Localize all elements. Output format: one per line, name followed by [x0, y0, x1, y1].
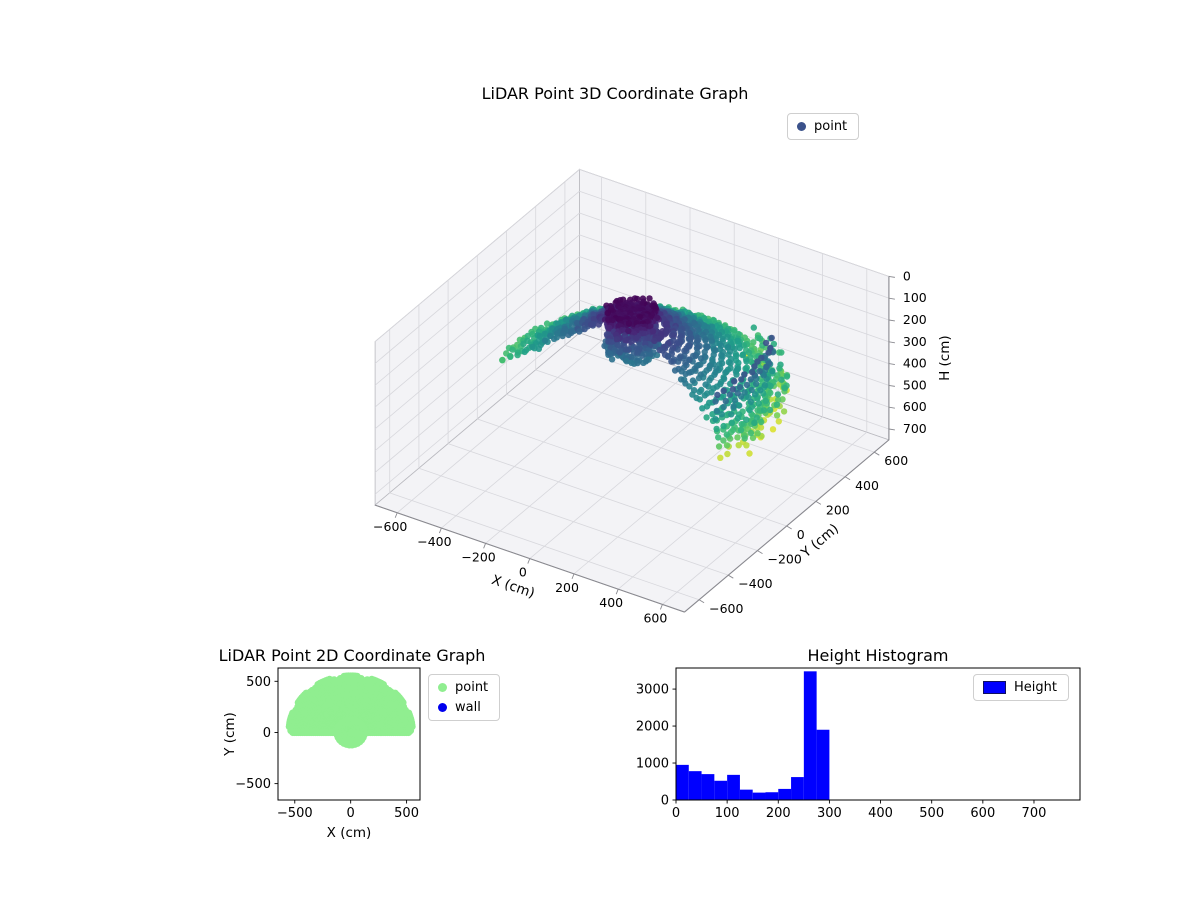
histogram-bar: [803, 671, 817, 800]
svg-text:−400: −400: [738, 576, 772, 591]
legend-label: point: [814, 119, 848, 134]
svg-text:−600: −600: [373, 519, 407, 534]
svg-text:400: 400: [599, 595, 623, 610]
chart2d-legend: point wall: [428, 674, 501, 721]
svg-text:400: 400: [903, 356, 927, 371]
histogram-bar: [778, 788, 792, 800]
point-cloud-3d: [499, 295, 791, 461]
svg-text:500: 500: [903, 377, 927, 392]
svg-text:0: 0: [903, 268, 911, 283]
svg-text:700: 700: [903, 421, 927, 436]
wall-marker-icon: [438, 703, 447, 712]
svg-text:600: 600: [903, 399, 927, 414]
histogram-bar: [701, 774, 715, 800]
svg-text:0: 0: [519, 565, 527, 580]
point-marker-icon: [797, 122, 806, 131]
svg-text:−200: −200: [461, 549, 495, 564]
histogram-bar: [688, 771, 702, 800]
chart2d-title: LiDAR Point 2D Coordinate Graph: [218, 646, 486, 665]
chart3d-plot: −600 −400 −200 0 200 400 600 600 400 200 0 −200 −400…: [373, 168, 953, 625]
legend-label: Height: [1014, 680, 1057, 695]
svg-text:100: 100: [903, 290, 927, 305]
histogram-bar: [816, 729, 830, 800]
svg-text:300: 300: [903, 334, 927, 349]
legend-entry-height: Height: [983, 680, 1057, 695]
histogram-bar: [714, 780, 728, 800]
histogram-bar: [739, 789, 753, 800]
svg-text:400: 400: [855, 478, 879, 493]
svg-text:−600: −600: [709, 601, 743, 616]
point-marker-icon: [438, 683, 447, 692]
svg-text:−200: −200: [768, 552, 802, 567]
svg-text:0: 0: [797, 527, 805, 542]
histogram-bar: [676, 764, 689, 800]
svg-text:200: 200: [555, 580, 579, 595]
svg-text:200: 200: [826, 502, 850, 517]
svg-text:−400: −400: [417, 534, 451, 549]
histogram-title: Height Histogram: [807, 646, 949, 665]
legend-label: point: [455, 680, 489, 695]
svg-text:X (cm): X (cm): [489, 572, 536, 602]
histogram-bar: [752, 792, 766, 800]
legend-entry-point: point: [438, 680, 488, 695]
point-cloud-2d: [285, 672, 416, 749]
chart3d-title: LiDAR Point 3D Coordinate Graph: [481, 84, 749, 103]
legend-entry-wall: wall: [438, 700, 488, 715]
histogram-bars: [676, 671, 830, 800]
histogram-legend: Height: [973, 674, 1069, 701]
histogram-bar: [727, 774, 740, 800]
svg-text:200: 200: [903, 312, 927, 327]
histogram-bar: [765, 792, 779, 800]
legend-label: wall: [455, 700, 481, 715]
height-swatch-icon: [983, 681, 1006, 694]
histogram-bar: [791, 777, 804, 800]
svg-text:600: 600: [884, 453, 908, 468]
svg-text:600: 600: [643, 610, 667, 625]
svg-text:H (cm): H (cm): [937, 335, 953, 381]
chart3d-legend: point: [787, 113, 860, 140]
legend-entry-point: point: [797, 119, 847, 134]
